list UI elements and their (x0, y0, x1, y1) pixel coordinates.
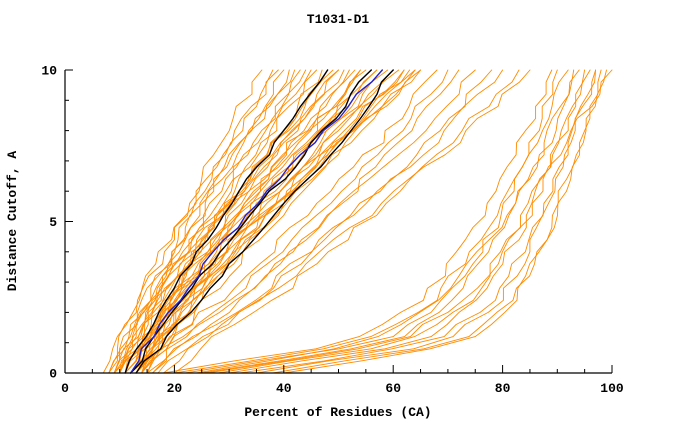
y-tick-label: 10 (41, 64, 57, 79)
model-curve (201, 69, 575, 374)
ticks (64, 69, 613, 374)
model-curve (239, 69, 597, 374)
model-curve (206, 69, 613, 374)
model-curve (108, 69, 290, 374)
y-axis-label: Distance Cutoff, A (5, 151, 20, 292)
chart-title: T1031-D1 (307, 12, 370, 27)
model-curve (173, 69, 558, 374)
model-curve (141, 69, 449, 374)
x-tick-label: 0 (61, 381, 69, 396)
model-curve (135, 69, 476, 374)
model-curve (108, 69, 296, 374)
model-curve (135, 69, 394, 374)
model-curve (141, 69, 405, 374)
model-curve (124, 69, 329, 374)
model-curve (135, 69, 422, 374)
model-curve (157, 69, 531, 374)
x-tick-label: 60 (385, 381, 401, 396)
model-curve (141, 69, 422, 374)
y-tick-label: 0 (49, 367, 57, 382)
curve-layer (102, 69, 613, 374)
model-curve (228, 69, 586, 374)
reference-black (124, 69, 394, 374)
model-curve (129, 69, 372, 374)
model-curve (129, 69, 383, 374)
model-curve (173, 69, 520, 374)
model-curve (113, 69, 339, 374)
model-curve (141, 69, 350, 374)
model-curve (124, 69, 301, 374)
model-curve (124, 69, 400, 374)
model-curve (146, 69, 416, 374)
model-curve (184, 69, 569, 374)
x-tick-label: 40 (276, 381, 292, 396)
model-curve (124, 69, 378, 374)
model-curve (283, 69, 602, 374)
model-curve (130, 69, 438, 374)
model-curve (163, 69, 553, 374)
model-curve (146, 69, 504, 374)
model-curve (272, 69, 607, 374)
models-orange (102, 69, 613, 374)
tick-labels: 0 20 40 60 80 100 0 5 10 (41, 64, 624, 397)
model-curve (102, 69, 279, 374)
x-tick-label: 100 (600, 381, 624, 396)
model-curve (119, 69, 361, 374)
model-curve (217, 69, 591, 374)
axes-layer: 0 20 40 60 80 100 0 5 10 (41, 64, 624, 397)
x-axis-label: Percent of Residues (CA) (244, 405, 431, 420)
model-curve (113, 69, 307, 374)
model-curve (108, 69, 263, 374)
x-tick-label: 20 (167, 381, 183, 396)
model-curve (130, 69, 405, 374)
model-curve (113, 69, 367, 374)
x-tick-label: 80 (495, 381, 511, 396)
model-curve (152, 69, 460, 374)
highlight-blue (129, 69, 383, 374)
model-curve (135, 69, 389, 374)
model-curve (195, 69, 580, 374)
model-curve (130, 69, 372, 374)
y-tick-label: 5 (49, 215, 57, 230)
